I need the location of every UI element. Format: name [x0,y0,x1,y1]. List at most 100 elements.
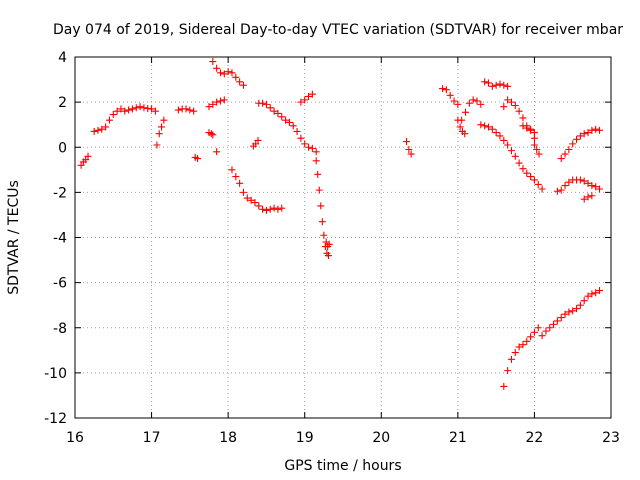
x-tick-label: 17 [143,430,161,446]
data-point [236,179,244,187]
data-point [496,132,504,140]
series-s8 [205,96,228,111]
data-point [270,204,278,212]
series-s3 [153,116,168,149]
data-point [523,169,531,177]
x-tick-label: 18 [219,430,237,446]
data-point [504,82,512,90]
data-point [315,186,323,194]
data-point [318,218,326,226]
data-point [465,99,473,107]
data-point [255,202,263,210]
y-tick-label: 0 [58,140,67,156]
data-point [160,116,168,124]
data-point [407,150,415,158]
data-point [492,81,500,89]
data-point [239,188,247,196]
data-point [305,143,313,151]
data-point [596,185,604,193]
data-point [481,122,489,130]
series-s27 [580,192,596,203]
data-point [274,109,282,117]
data-point [553,317,561,325]
data-point [462,108,470,116]
data-point [538,332,546,340]
data-point [232,173,240,181]
data-point [565,308,573,316]
data-point [270,107,278,115]
data-point [209,131,217,139]
data-point [136,103,144,111]
series-s17 [439,85,462,108]
data-point [262,206,270,214]
data-point [580,130,588,138]
data-point [565,178,573,186]
data-point [527,125,535,133]
data-point [251,199,259,207]
series-s6 [205,129,217,139]
data-point [220,96,228,104]
data-point [151,107,159,115]
data-point [450,97,458,105]
data-point [530,141,538,149]
data-point [293,127,301,135]
data-point [576,301,584,309]
data-point [403,138,411,146]
data-point [557,314,565,322]
data-point [442,86,450,94]
data-point [588,192,596,200]
data-point [297,134,305,142]
data-point [511,349,519,357]
data-point [588,182,596,190]
data-point [477,121,485,129]
data-point [504,367,512,375]
data-point [519,114,527,122]
data-point [507,98,515,106]
data-point [274,205,282,213]
series-s20 [481,78,512,90]
data-point [592,125,600,133]
data-point [500,382,508,390]
data-point [504,141,512,149]
data-point [456,123,464,131]
data-point [216,69,224,77]
series-s1 [77,152,92,169]
series-s5 [191,153,202,163]
data-point [289,122,297,130]
data-point [128,105,136,113]
data-point [569,140,577,148]
data-point [584,129,592,137]
data-point [584,179,592,187]
data-point [519,122,527,130]
data-point [259,205,267,213]
data-point [140,104,148,112]
data-point [228,166,236,174]
data-point [314,170,322,178]
series-s26 [557,125,604,163]
data-point [153,141,161,149]
data-point [557,186,565,194]
data-point [405,146,413,154]
data-point [182,105,190,113]
data-point [576,176,584,184]
data-point [105,116,113,124]
data-point [527,333,535,341]
data-point [504,96,512,104]
data-point [454,100,462,108]
data-point [561,310,569,318]
data-point [492,129,500,137]
data-point [113,107,121,115]
x-tick-label: 16 [66,430,84,446]
data-point [523,124,531,132]
data-point [205,103,213,111]
data-point [266,104,274,112]
data-point [535,150,543,158]
series-s21 [477,121,546,193]
data-point [496,80,504,88]
grid [75,57,611,418]
data-point [213,64,221,72]
data-point [174,106,182,114]
data-point [239,81,247,89]
data-point [481,78,489,86]
